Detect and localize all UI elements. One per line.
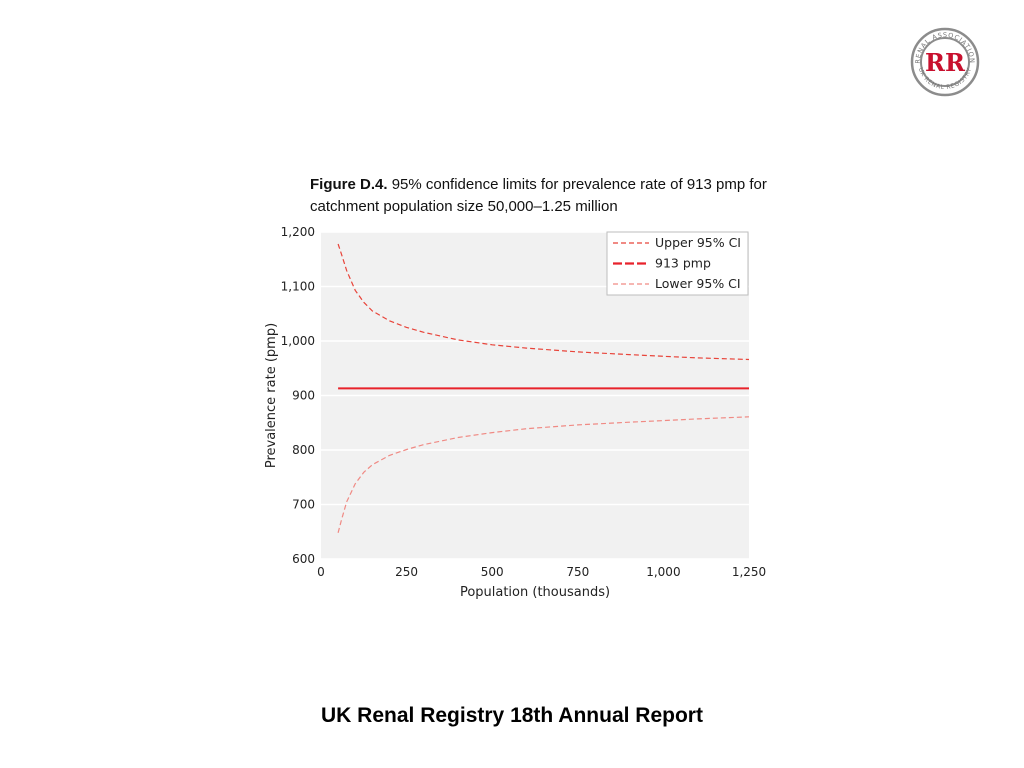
x-tick-label: 1,000 — [646, 565, 680, 579]
renal-registry-logo: RENAL ASSOCIATION UK RENAL REGISTRY RR — [910, 27, 980, 97]
y-tick-label: 900 — [292, 389, 315, 403]
y-tick-label: 1,000 — [281, 334, 315, 348]
x-tick-label: 1,250 — [732, 565, 766, 579]
y-tick-label: 700 — [292, 498, 315, 512]
x-tick-label: 0 — [317, 565, 325, 579]
y-tick-labels: 600 700 800 900 1,000 1,100 1,200 — [281, 225, 315, 566]
figure-caption: Figure D.4. 95% confidence limits for pr… — [310, 174, 770, 218]
y-tick-label: 1,200 — [281, 225, 315, 239]
report-footer-title: UK Renal Registry 18th Annual Report — [321, 704, 703, 727]
series-line-upper-95-ci — [337, 243, 750, 361]
x-tick-label: 250 — [395, 565, 418, 579]
y-tick-label: 1,100 — [281, 280, 315, 294]
x-tick-label: 750 — [566, 565, 589, 579]
legend-label: 913 pmp — [655, 256, 711, 271]
y-axis-label: Prevalence rate (pmp) — [264, 323, 279, 468]
x-tick-label: 500 — [481, 565, 504, 579]
legend-label: Lower 95% CI — [655, 276, 741, 291]
legend: Upper 95% CI 913 pmp Lower 95% CI — [606, 231, 749, 296]
figure-caption-text: 95% confidence limits for prevalence rat… — [310, 176, 767, 215]
logo-initials: RR — [925, 48, 966, 77]
figure-caption-label: Figure D.4. — [310, 176, 388, 193]
y-tick-label: 800 — [292, 443, 315, 457]
series-lines — [337, 243, 750, 533]
y-tick-label: 600 — [292, 552, 315, 566]
prevalence-ci-chart: 600 700 800 900 1,000 1,100 1,200 0 250 500 750 1,… — [264, 225, 766, 600]
x-axis-label: Population (thousands) — [460, 585, 610, 600]
x-tick-labels: 0 250 500 750 1,000 1,250 — [317, 565, 766, 579]
legend-label: Upper 95% CI — [655, 235, 741, 250]
